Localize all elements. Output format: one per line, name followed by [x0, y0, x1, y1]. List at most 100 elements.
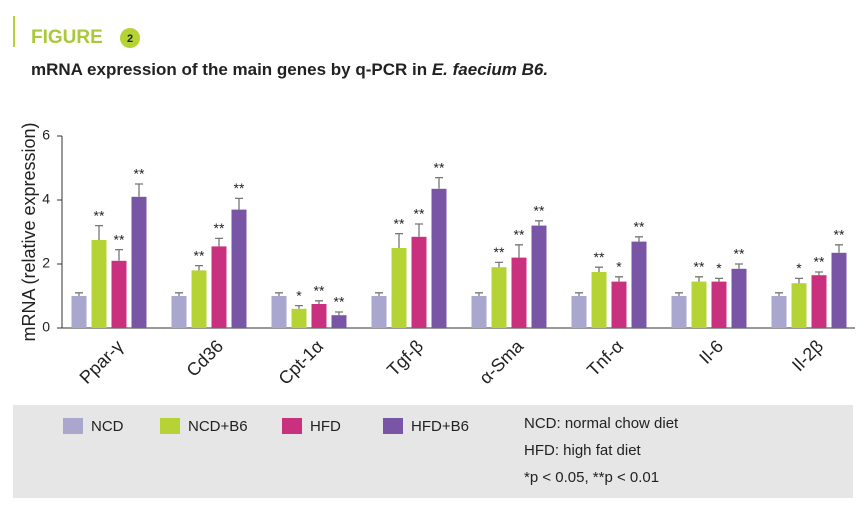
bar: [131, 196, 147, 328]
bar: [271, 296, 287, 328]
error-bar: [635, 236, 643, 242]
y-tick-label: 6: [42, 127, 50, 143]
significance-label: **: [834, 227, 845, 243]
x-tick-label: Tnf-α: [583, 336, 627, 380]
error-bar: [695, 276, 703, 282]
bar: [471, 296, 487, 328]
significance-label: *: [796, 260, 802, 276]
error-bar: [615, 276, 623, 282]
bar: [311, 304, 327, 328]
error-bar: [135, 183, 143, 197]
significance-label: **: [494, 244, 505, 260]
error-bar: [675, 292, 683, 296]
significance-label: **: [694, 259, 705, 275]
bar: [511, 257, 527, 328]
x-tick-label: Il-6: [695, 336, 727, 368]
bar: [111, 260, 127, 328]
significance-label: *: [616, 259, 622, 275]
bar: [571, 296, 587, 328]
bar: [791, 283, 807, 328]
y-tick-label: 2: [42, 255, 50, 271]
legend-label: HFD+B6: [411, 418, 469, 435]
legend-swatch: [383, 418, 403, 434]
error-bar: [815, 271, 823, 276]
bar: [191, 270, 207, 328]
significance-label: *: [716, 260, 722, 276]
bar: [91, 240, 107, 328]
title-italic: E. faecium B6.: [432, 60, 548, 79]
bar: [831, 252, 847, 328]
significance-label: **: [434, 159, 445, 175]
legend-swatch: [160, 418, 180, 434]
significance-label: **: [234, 180, 245, 196]
chart-title: mRNA expression of the main genes by q-P…: [31, 60, 548, 79]
bar: [211, 246, 227, 328]
error-bar: [535, 220, 543, 226]
bar: [731, 268, 747, 328]
bar: [171, 296, 187, 328]
figure-number: 2: [127, 33, 133, 45]
error-bar: [515, 244, 523, 258]
legend-swatch: [63, 418, 83, 434]
x-tick-label: Il-2β: [788, 336, 827, 375]
error-bar: [715, 277, 723, 282]
error-bar: [375, 292, 383, 296]
legend-swatch: [282, 418, 302, 434]
significance-label: **: [334, 294, 345, 310]
bar: [631, 241, 647, 328]
significance-label: **: [194, 247, 205, 263]
x-tick-label: α-Sma: [475, 335, 528, 388]
legend-label: NCD: [91, 418, 124, 435]
significance-label: **: [534, 203, 545, 219]
error-bar: [175, 292, 183, 296]
error-bar: [115, 248, 123, 261]
error-bar: [235, 197, 243, 210]
y-tick-label: 4: [42, 191, 50, 207]
bar: [331, 315, 347, 328]
bar: [711, 281, 727, 328]
y-tick-label: 0: [42, 319, 50, 335]
legend-label: NCD+B6: [188, 418, 248, 435]
significance-label: **: [414, 206, 425, 222]
error-bar: [575, 292, 583, 296]
bar: [691, 281, 707, 328]
error-bar: [195, 264, 203, 271]
significance-label: **: [214, 220, 225, 236]
error-bar: [775, 292, 783, 296]
title-text: mRNA expression of the main genes by q-P…: [31, 60, 427, 79]
error-bar: [835, 244, 843, 253]
x-tick-label: Ppar-γ: [76, 336, 128, 388]
significance-label: **: [314, 283, 325, 299]
error-bar: [475, 292, 483, 296]
bar: [591, 272, 607, 328]
error-bar: [295, 304, 303, 309]
error-bar: [595, 266, 603, 272]
error-bar: [435, 176, 443, 189]
error-bar: [275, 292, 283, 296]
note: NCD: normal chow diet: [524, 415, 679, 432]
bar: [411, 236, 427, 328]
bar: [771, 296, 787, 328]
error-bar: [335, 311, 343, 316]
significance-label: **: [394, 215, 405, 231]
note: *p < 0.05, **p < 0.01: [524, 469, 659, 486]
error-bar: [75, 292, 83, 296]
error-bar: [215, 237, 223, 247]
x-tick-label: Tgf-β: [383, 336, 427, 380]
bar: [611, 281, 627, 328]
figure-badge: [120, 28, 140, 48]
legend-box: [13, 405, 853, 498]
error-bar: [735, 263, 743, 269]
y-axis-label: mRNA (relative expression): [19, 122, 39, 341]
note: HFD: high fat diet: [524, 442, 642, 459]
bar: [531, 225, 547, 328]
bar: [291, 308, 307, 328]
error-bar: [95, 224, 103, 240]
error-bar: [395, 232, 403, 248]
significance-label: **: [734, 246, 745, 262]
significance-label: **: [514, 227, 525, 243]
bar: [811, 275, 827, 328]
figure-label: FIGURE: [31, 27, 103, 48]
error-bar: [795, 277, 803, 284]
